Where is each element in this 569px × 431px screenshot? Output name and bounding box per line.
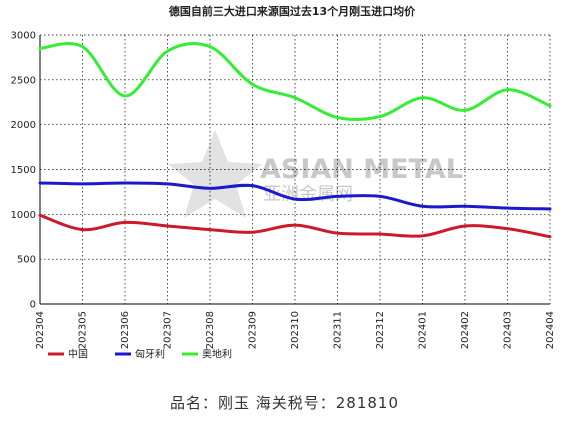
y-tick-label: 2500 — [11, 75, 36, 86]
legend: 中国 匈牙利 奥地利 — [48, 348, 232, 361]
y-tick-label: 0 — [30, 300, 36, 311]
x-tick-label: 202308 — [205, 311, 216, 349]
x-tick-label: 202304 — [35, 311, 46, 349]
x-tick-label: 202310 — [290, 311, 301, 349]
y-tick-label: 3000 — [11, 31, 36, 42]
legend-label: 奥地利 — [202, 348, 232, 361]
x-tick-label: 202306 — [120, 311, 131, 349]
y-tick-label: 1500 — [11, 165, 36, 176]
x-axis-ticks: 202304 202305 202306 202307 202308 202309 2023… — [35, 311, 556, 349]
x-tick-label: 202404 — [545, 311, 556, 349]
legend-label: 匈牙利 — [135, 348, 165, 361]
legend-label: 中国 — [68, 348, 88, 361]
y-tick-label: 500 — [17, 255, 36, 266]
watermark: ASIAN METAL 亚洲金属网 — [168, 130, 463, 218]
series-line-1 — [38, 181, 552, 211]
x-tick-label: 202403 — [503, 311, 514, 349]
x-tick-label: 202305 — [78, 311, 89, 349]
x-tick-label: 202312 — [375, 311, 386, 349]
watermark-star-icon — [168, 130, 262, 218]
y-tick-label: 1000 — [11, 210, 36, 221]
x-tick-label: 202401 — [418, 311, 429, 349]
axes — [39, 35, 550, 305]
grid — [40, 34, 551, 304]
series-line-2 — [38, 41, 552, 121]
x-tick-label: 202309 — [248, 311, 259, 349]
x-tick-label: 202311 — [333, 311, 344, 349]
y-axis-ticks: 0 500 1000 1500 2000 2500 3000 — [11, 31, 36, 311]
x-tick-label: 202307 — [163, 311, 174, 349]
y-tick-label: 2000 — [11, 120, 36, 131]
series-lines — [38, 41, 552, 239]
x-tick-label: 202402 — [460, 311, 471, 349]
chart-title: 德国自前三大进口来源国过去13个月刚玉进口均价 — [168, 4, 416, 18]
watermark-brand-cn: 亚洲金属网 — [263, 184, 353, 205]
footer-product-info: 品名：刚玉 海关税号：281810 — [169, 394, 400, 412]
series-line-0 — [38, 213, 552, 239]
